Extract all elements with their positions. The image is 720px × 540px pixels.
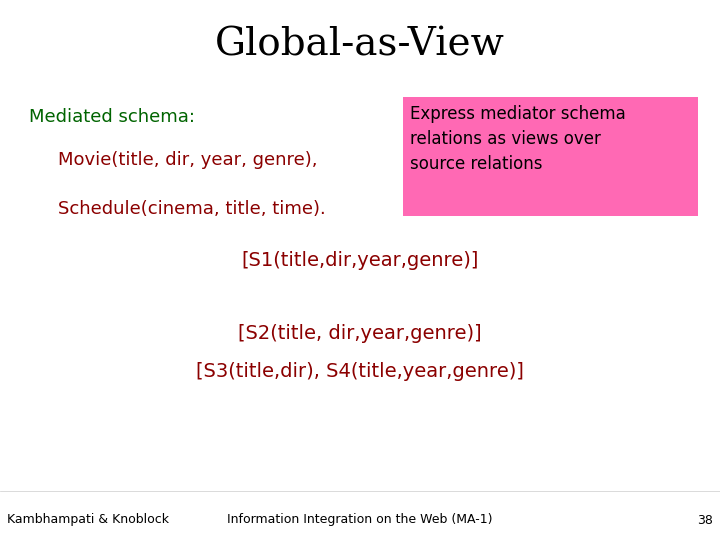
Text: Global-as-View: Global-as-View — [215, 27, 505, 64]
Text: Schedule(cinema, title, time).: Schedule(cinema, title, time). — [58, 200, 325, 218]
Text: Mediated schema:: Mediated schema: — [29, 108, 195, 126]
Text: Kambhampati & Knoblock: Kambhampati & Knoblock — [7, 514, 169, 526]
Text: Express mediator schema
relations as views over
source relations: Express mediator schema relations as vie… — [410, 105, 626, 173]
Text: Information Integration on the Web (MA-1): Information Integration on the Web (MA-1… — [228, 514, 492, 526]
Text: [S3(title,dir), S4(title,year,genre)]: [S3(title,dir), S4(title,year,genre)] — [196, 362, 524, 381]
Text: [S1(title,dir,year,genre)]: [S1(title,dir,year,genre)] — [241, 251, 479, 270]
Text: 38: 38 — [697, 514, 713, 526]
Text: [S2(title, dir,year,genre)]: [S2(title, dir,year,genre)] — [238, 324, 482, 343]
FancyBboxPatch shape — [403, 97, 698, 216]
Text: Movie(title, dir, year, genre),: Movie(title, dir, year, genre), — [58, 151, 317, 169]
